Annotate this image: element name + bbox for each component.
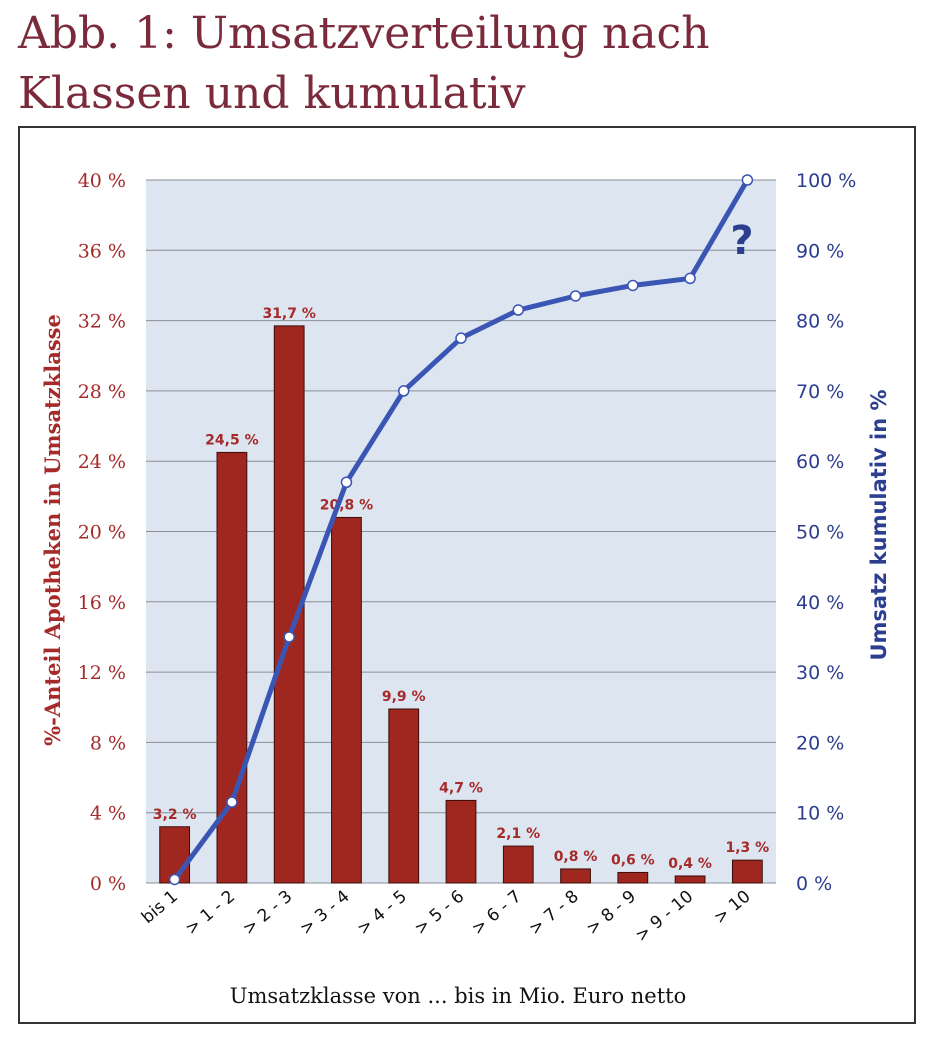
bar (560, 868, 591, 884)
left-tick-label: 32 % (78, 311, 126, 333)
left-axis-ticks: 0 % 4 % 8 % 12 % 16 % 20 % 24 % 28 % 32 % 36 % 40 … (78, 170, 126, 895)
right-tick-label: 90 % (796, 240, 844, 262)
right-tick-label: 50 % (796, 522, 844, 544)
x-axis-ticks: bis 1 > 1 - 2 > 2 - 3 > 3 - 4 > 4 - 5 > 5 - 6… (138, 887, 755, 947)
x-tick-label: > 3 - 4 (296, 887, 353, 940)
cumulative-line (168, 174, 754, 886)
line-point (684, 272, 696, 285)
line-point (340, 476, 353, 489)
left-tick-label: 28 % (78, 381, 126, 403)
right-tick-label: 80 % (796, 311, 844, 333)
right-axis-ticks: 0 % 10 % 20 % 30 % 40 % 50 % 60 % 70 % 80 % 90 % 1… (796, 170, 856, 895)
left-tick-label: 4 % (90, 803, 126, 825)
data-label: 31,7 % (262, 306, 315, 322)
right-tick-label: 0 % (796, 873, 832, 895)
right-tick-label: 70 % (796, 381, 844, 403)
bar (502, 845, 534, 884)
question-mark-annotation: ? (730, 218, 753, 264)
x-tick-label: > 7 - 8 (525, 887, 582, 940)
x-axis-label: Umsatzklasse von ... bis in Mio. Euro ne… (230, 984, 687, 1008)
line-point (283, 631, 295, 643)
x-tick-label: > 10 (710, 887, 754, 929)
data-label: 24,5 % (205, 432, 258, 448)
line-point (455, 332, 467, 344)
left-tick-label: 16 % (78, 592, 126, 614)
right-tick-label: 20 % (796, 732, 844, 754)
x-tick-label: > 2 - 3 (239, 887, 296, 940)
chart-title: Abb. 1: Umsatzverteilung nach Klassen un… (18, 4, 918, 124)
left-tick-label: 8 % (90, 732, 126, 754)
line-point (226, 796, 238, 808)
x-tick-label: > 5 - 6 (411, 887, 468, 940)
data-label: 9,9 % (382, 689, 426, 705)
left-tick-label: 36 % (78, 240, 126, 262)
bar (388, 708, 420, 884)
right-tick-label: 40 % (796, 592, 844, 614)
line-point (397, 385, 410, 397)
title-line-1: Abb. 1: Umsatzverteilung nach (18, 8, 710, 59)
bar (331, 516, 362, 884)
x-tick-label: bis 1 (138, 887, 182, 928)
title-line-2: Klassen und kumulativ (18, 68, 526, 119)
left-tick-label: 12 % (78, 662, 126, 684)
data-label: 20,8 % (320, 497, 373, 513)
right-tick-label: 60 % (796, 451, 844, 473)
bar (216, 451, 248, 884)
left-tick-label: 40 % (78, 170, 126, 192)
x-tick-label: > 1 - 2 (182, 887, 239, 940)
bar (445, 799, 477, 884)
data-label: 0,4 % (668, 856, 712, 872)
data-label: 0,6 % (611, 852, 655, 868)
data-label: 4,7 % (439, 780, 483, 796)
right-tick-label: 10 % (796, 803, 844, 825)
bar (617, 871, 649, 884)
data-label: 2,1 % (496, 826, 540, 842)
left-tick-label: 0 % (90, 873, 126, 895)
line-point (512, 304, 525, 316)
bar (159, 826, 191, 884)
right-tick-label: 30 % (796, 662, 844, 684)
data-label: 1,3 % (726, 840, 770, 856)
x-tick-label: > 9 - 10 (632, 887, 698, 947)
data-label: 0,8 % (554, 849, 598, 865)
line-point (741, 174, 754, 186)
line-point (627, 279, 639, 292)
left-tick-label: 24 % (78, 451, 126, 473)
bar (731, 859, 763, 884)
line-point (168, 873, 181, 886)
bar (674, 875, 706, 884)
data-label: 3,2 % (153, 807, 197, 823)
data-labels: 3,2 % 24,5 % 31,7 % 20,8 % 9,9 % 4,7 % 2,1 % 0,… (153, 306, 769, 872)
x-tick-label: > 4 - 5 (353, 887, 410, 940)
line-point (569, 290, 582, 302)
right-tick-label: 100 % (796, 170, 856, 192)
bars (159, 325, 763, 884)
left-axis-label: %-Anteil Apotheken in Umsatzklasse (40, 314, 65, 746)
x-tick-label: > 6 - 7 (468, 887, 525, 940)
right-axis-label: Umsatz kumulativ in % (867, 389, 891, 660)
left-tick-label: 20 % (78, 522, 126, 544)
